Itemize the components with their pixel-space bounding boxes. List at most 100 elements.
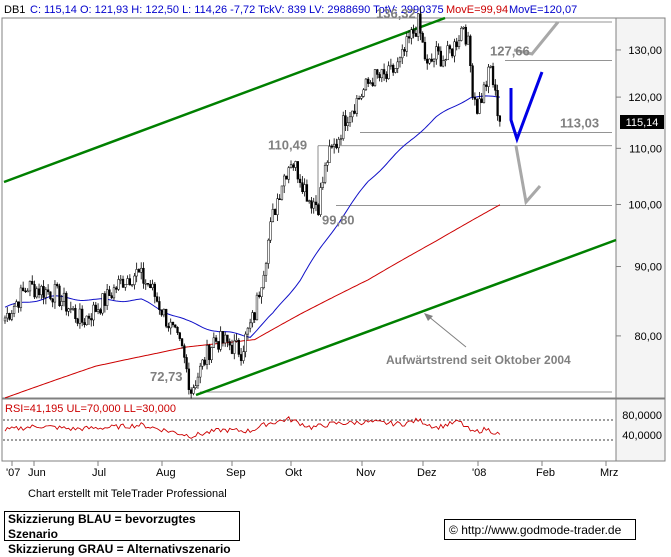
level-label: 136,32 (376, 6, 416, 21)
candle (367, 77, 370, 88)
candle (419, 6, 422, 41)
candle-body (60, 301, 63, 307)
candle-body (196, 376, 200, 386)
candle-body (221, 331, 225, 344)
candle-body (344, 115, 347, 126)
source-link[interactable]: © http://www.godmode-trader.de (444, 519, 636, 540)
candle (130, 284, 134, 288)
candle-body (71, 308, 75, 310)
candle (298, 174, 302, 188)
candle (160, 309, 163, 317)
candle-body (126, 278, 129, 285)
candle-body (401, 49, 404, 59)
candle-body (187, 368, 191, 390)
x-tick-label: Dez (417, 467, 437, 479)
candle (398, 56, 402, 68)
candle (94, 301, 97, 313)
candle (183, 343, 186, 364)
candle (473, 92, 477, 106)
candle-body (416, 13, 420, 37)
candle-body (35, 288, 38, 298)
candle-body (446, 45, 449, 61)
candle-body (407, 36, 411, 39)
candle-body (355, 98, 359, 114)
candle-body (149, 284, 152, 289)
candle-body (78, 308, 82, 324)
candle (135, 262, 138, 283)
candle-body (76, 318, 79, 324)
candle (285, 175, 288, 180)
candle-body (255, 294, 259, 321)
candle (149, 279, 152, 289)
candle (126, 275, 129, 285)
candle (378, 72, 381, 82)
candle-body (108, 289, 111, 296)
candle-body (49, 291, 52, 300)
candle-body (226, 334, 229, 342)
candle-body (398, 57, 402, 63)
candle-body (273, 209, 277, 216)
candle-body (426, 58, 429, 64)
candle-body (498, 115, 502, 122)
candle-body (371, 82, 374, 86)
candle (482, 81, 486, 104)
candle (453, 38, 456, 63)
candle-body (189, 389, 193, 394)
candle-body (294, 161, 297, 168)
candle (494, 79, 497, 96)
candle (289, 160, 293, 169)
candle-body (346, 122, 349, 126)
candle (317, 203, 320, 216)
candle-body (130, 284, 134, 286)
rsi-header: RSI=41,195 UL=70,000 LL=30,000 (5, 403, 176, 415)
candle-body (33, 284, 36, 298)
candle (380, 68, 383, 83)
candle (437, 43, 440, 55)
candle-body (69, 308, 72, 310)
candle-body (360, 96, 363, 99)
candle-body (208, 345, 211, 361)
candle (385, 71, 388, 83)
last-price-tag: 115,14 (620, 115, 664, 129)
candle-body (462, 26, 465, 29)
candle (466, 31, 470, 45)
candle (208, 343, 211, 365)
candle-body (185, 357, 188, 370)
candle-body (353, 110, 356, 114)
candle (174, 324, 177, 329)
candle-body (319, 187, 322, 215)
candle (335, 138, 338, 150)
candle-body (153, 283, 156, 297)
scenario-sketches (509, 21, 560, 206)
candle (296, 161, 299, 184)
candle (249, 318, 252, 333)
candle (151, 279, 154, 291)
candle (294, 160, 297, 171)
candle (264, 261, 268, 282)
candle (280, 185, 284, 201)
candle-body (119, 278, 122, 281)
x-tick-label: Mrz (600, 467, 618, 479)
candle (169, 318, 172, 335)
candle (462, 26, 465, 30)
candle-body (22, 287, 25, 292)
candle (373, 69, 377, 87)
candle-body (380, 69, 383, 79)
candle-body (99, 309, 102, 314)
candle (128, 274, 131, 286)
legend-ma-fast: MovE=120,07 (509, 4, 577, 16)
candle (337, 136, 340, 153)
candle (276, 193, 279, 221)
candle (407, 30, 411, 44)
candle-body (19, 287, 23, 308)
candle-body (437, 46, 440, 52)
source-url: http://www.godmode-trader.de (461, 523, 622, 537)
x-tick-label: Sep (226, 467, 246, 479)
candle (219, 326, 222, 352)
candle (6, 307, 9, 322)
candle (142, 262, 145, 289)
candle (328, 139, 331, 163)
candle-body (37, 288, 41, 296)
candle-body (285, 175, 288, 180)
